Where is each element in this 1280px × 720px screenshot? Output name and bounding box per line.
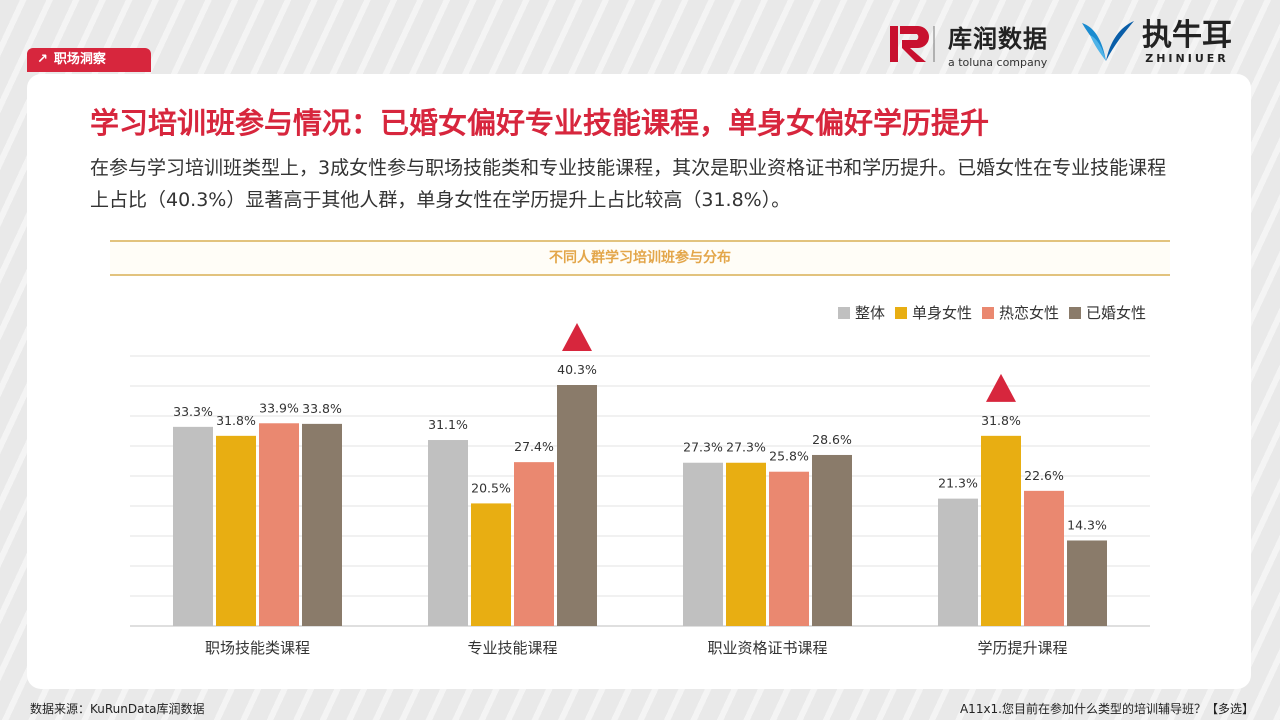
legend-item: 热恋女性 [982,302,1059,323]
arrow-up-right-icon: ↗ [37,52,48,67]
legend-label: 热恋女性 [999,304,1060,322]
data-label: 27.4% [514,439,554,454]
data-label: 27.3% [683,440,723,455]
zhiniuer-mark-icon [1082,21,1134,61]
bar [1067,540,1107,626]
category-label: 专业技能课程 [467,639,557,657]
bar [769,471,809,626]
bar [683,462,723,626]
data-label: 27.3% [726,440,766,455]
bar [302,423,342,626]
survey-question: A11x1.您目前在参加什么类型的培训辅导班？【多选】 [959,702,1254,716]
data-label: 25.8% [769,449,809,464]
highlight-up-triangle-icon [986,373,1016,402]
zhiniuer-name: 执牛耳 [1142,17,1232,53]
legend-swatch [1069,306,1082,319]
data-label: 31.8% [216,413,256,428]
data-label: 21.3% [938,476,978,491]
highlight-up-triangle-icon [562,323,592,351]
legend-swatch [838,306,850,319]
category-label: 职场技能类课程 [205,639,310,657]
bar [428,440,468,626]
legend-label: 整体 [855,304,886,322]
section-tag: ↗ 职场洞察 [27,48,151,72]
bar [216,435,256,626]
zhiniuer-logo: 执牛耳 ZHINIUER [1080,16,1232,68]
data-label: 28.6% [812,432,852,447]
data-label: 31.8% [981,413,1021,428]
bar [557,385,597,626]
zhiniuer-sub: ZHINIUER [1145,51,1229,65]
legend-item: 已婚女性 [1069,302,1146,323]
data-label: 40.3% [557,362,597,377]
legend-item: 单身女性 [895,302,972,323]
category-label: 学历提升课程 [977,639,1067,657]
category-label: 职业资格证书课程 [707,639,827,657]
data-label: 20.5% [471,480,511,495]
kurun-mark-icon [890,26,935,62]
legend-label: 已婚女性 [1086,304,1147,322]
kurun-sub: a toluna company [948,56,1048,69]
bar [173,426,213,626]
chart-title: 不同人群学习培训班参与分布 [110,240,1170,276]
bar [981,435,1021,626]
page-description: 在参与学习培训班类型上，3成女性参与职场技能类和专业技能课程，其次是职业资格证书… [90,157,1167,211]
data-label: 31.1% [428,417,468,432]
kurun-logo: 库润数据 a toluna company [888,20,1048,69]
bar [471,503,511,626]
data-label: 33.8% [302,401,342,416]
chart-legend: 整体 单身女性 热恋女性 已婚女性 [838,302,1146,323]
legend-swatch [895,306,908,319]
bar [514,462,554,626]
data-label: 14.3% [1067,517,1107,532]
data-label: 22.6% [1024,468,1064,483]
data-source: 数据来源：KuRunData库润数据 [30,702,205,716]
section-tag-label: 职场洞察 [53,52,106,67]
legend-swatch [982,306,995,319]
kurun-name: 库润数据 [948,25,1048,53]
data-label: 33.9% [259,400,299,415]
bar [938,498,978,626]
page-title: 学习培训班参与情况：已婚女偏好专业技能课程，单身女偏好学历提升 [90,106,990,140]
data-label: 33.3% [173,404,213,419]
bar [812,454,852,626]
bar [726,462,766,626]
legend-label: 单身女性 [912,304,973,322]
bar [259,423,299,626]
bar [1024,490,1064,626]
legend-item: 整体 [838,302,885,323]
